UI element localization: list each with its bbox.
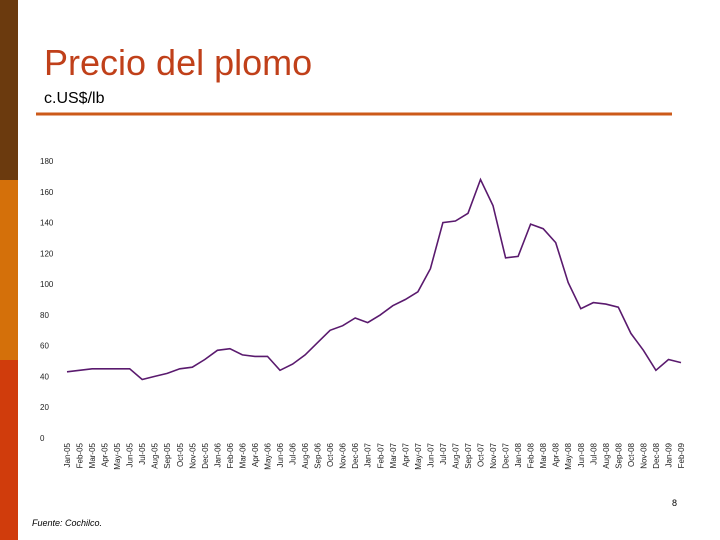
x-tick-label: Jun-08 (577, 442, 586, 467)
x-tick-label: Jan-08 (514, 442, 523, 467)
x-tick-label: Jan-07 (364, 442, 373, 467)
y-tick-label: 60 (40, 342, 49, 351)
x-tick-label: Feb-07 (376, 442, 385, 468)
stripe (0, 0, 18, 180)
page-number: 8 (672, 498, 677, 508)
x-tick-label: Jun-05 (126, 442, 135, 467)
x-tick-label: Nov-06 (339, 442, 348, 468)
x-tick-label: Oct-06 (326, 442, 335, 467)
y-tick-label: 20 (40, 403, 49, 412)
x-tick-label: Feb-08 (527, 442, 536, 468)
x-tick-label: Oct-07 (477, 442, 486, 467)
x-tick-label: Mar-08 (539, 442, 548, 468)
x-tick-label: Jun-06 (276, 442, 285, 467)
x-tick-label: Apr-08 (552, 442, 561, 467)
y-tick-label: 0 (40, 434, 45, 443)
slide-title: Precio del plomo (44, 42, 312, 83)
x-tick-label: Mar-06 (238, 442, 247, 468)
data-line (66, 177, 682, 381)
x-tick-label: Feb-06 (226, 442, 235, 468)
x-tick-label: Dec-07 (502, 442, 511, 468)
x-tick-label: May-05 (113, 442, 122, 469)
x-tick-label: Dec-06 (351, 442, 360, 468)
x-tick-label: Aug-06 (301, 442, 310, 468)
x-tick-label: Oct-08 (627, 442, 636, 467)
unit-label: c.US$/lb (44, 90, 105, 107)
x-tick-label: Mar-07 (389, 442, 398, 468)
x-tick-label: Apr-06 (251, 442, 260, 467)
x-tick-label: Feb-05 (76, 442, 85, 468)
x-tick-label: Dec-05 (201, 442, 210, 468)
x-tick-label: Jan-06 (213, 442, 222, 467)
y-tick-label: 100 (40, 280, 54, 289)
y-tick-label: 80 (40, 311, 49, 320)
x-tick-label: Jul-07 (439, 442, 448, 464)
x-tick-label: Sep-06 (314, 442, 323, 468)
x-tick-label: Jul-08 (589, 442, 598, 464)
stripe (0, 360, 18, 540)
x-tick-label: May-06 (263, 442, 272, 469)
x-tick-label: Dec-08 (652, 442, 661, 468)
x-tick-label: Sep-08 (614, 442, 623, 468)
x-tick-label: Sep-07 (464, 442, 473, 468)
x-tick-label: Aug-08 (602, 442, 611, 468)
x-tick-label: Sep-05 (163, 442, 172, 468)
x-tick-label: Aug-05 (151, 442, 160, 468)
x-tick-label: May-07 (414, 442, 423, 469)
x-tick-label: Aug-07 (451, 442, 460, 468)
stripe (0, 180, 18, 360)
source-note: Fuente: Cochilco. (32, 518, 102, 528)
y-tick-label: 40 (40, 372, 49, 381)
x-tick-label: Mar-05 (88, 442, 97, 468)
x-tick-label: Oct-05 (176, 442, 185, 467)
x-tick-label: Apr-07 (401, 442, 410, 467)
x-tick-label: Nov-07 (489, 442, 498, 468)
y-tick-label: 120 (40, 249, 54, 258)
x-tick-label: Jul-06 (289, 442, 298, 464)
y-tick-label: 160 (40, 188, 54, 197)
x-tick-label: Jan-09 (664, 442, 673, 467)
x-tick-label: Jul-05 (138, 442, 147, 464)
y-tick-label: 180 (40, 157, 54, 166)
x-tick-label: Jan-05 (63, 442, 72, 467)
x-tick-label: Nov-08 (639, 442, 648, 468)
y-tick-label: 140 (40, 219, 54, 228)
x-tick-label: Nov-05 (188, 442, 197, 468)
x-tick-label: May-08 (564, 442, 573, 469)
x-tick-label: Jun-07 (426, 442, 435, 467)
x-tick-label: Feb-09 (677, 442, 686, 468)
x-tick-label: Apr-05 (101, 442, 110, 467)
